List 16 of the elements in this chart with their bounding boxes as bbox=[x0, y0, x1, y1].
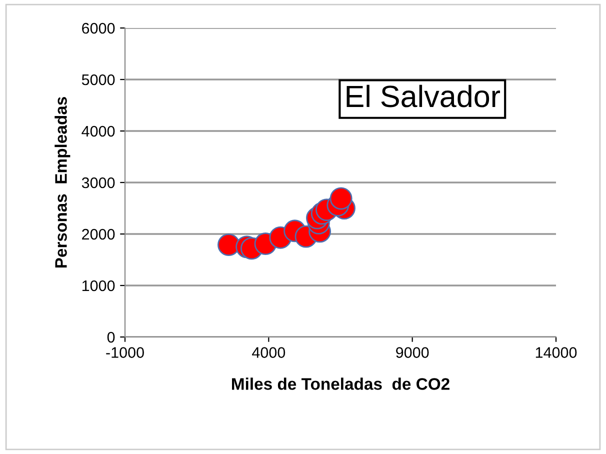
x-tick-label: 9000 bbox=[396, 347, 429, 358]
x-axis-title: Miles de Toneladas de CO2 bbox=[232, 378, 450, 390]
y-tick-label: 5000 bbox=[82, 74, 115, 86]
y-tick-label: 1000 bbox=[82, 280, 115, 292]
y-tick-label: 0 bbox=[107, 332, 115, 343]
point bbox=[218, 234, 240, 256]
y-tick-label: 4000 bbox=[82, 126, 115, 137]
y-axis-title: Personas Empleadas bbox=[54, 97, 70, 268]
x-tick-label: 14000 bbox=[536, 347, 577, 358]
x-tick-label: 4000 bbox=[252, 347, 286, 358]
point bbox=[330, 187, 352, 210]
y-tick-label: 2000 bbox=[82, 228, 115, 240]
y-tick-label: 3000 bbox=[82, 177, 115, 188]
x-tick-label: -1000 bbox=[106, 347, 144, 358]
y-tick-label: 6000 bbox=[82, 22, 115, 34]
annotation: El Salvador bbox=[346, 84, 500, 108]
